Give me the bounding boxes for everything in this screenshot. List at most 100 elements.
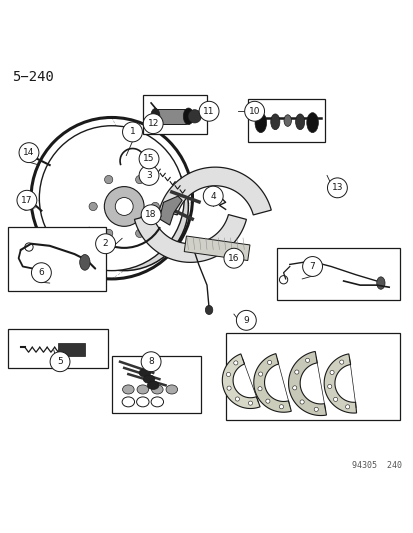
Text: 94305  240: 94305 240	[351, 461, 401, 470]
Ellipse shape	[151, 385, 163, 394]
Text: 6: 6	[38, 268, 44, 277]
Ellipse shape	[139, 369, 150, 377]
Text: 4: 4	[210, 192, 216, 200]
Text: 16: 16	[228, 254, 239, 263]
Polygon shape	[159, 167, 271, 215]
Circle shape	[223, 248, 243, 268]
Circle shape	[292, 386, 296, 390]
Circle shape	[39, 126, 184, 271]
Text: 3: 3	[146, 171, 152, 180]
Circle shape	[226, 386, 230, 390]
Bar	[8, 227, 105, 292]
Circle shape	[17, 190, 37, 210]
Ellipse shape	[295, 114, 304, 130]
Circle shape	[203, 186, 223, 206]
Ellipse shape	[306, 112, 318, 133]
Circle shape	[151, 203, 159, 211]
Bar	[112, 356, 200, 414]
Circle shape	[199, 101, 218, 121]
Polygon shape	[288, 351, 326, 416]
Circle shape	[135, 175, 144, 184]
Circle shape	[329, 370, 333, 375]
Ellipse shape	[166, 385, 177, 394]
Ellipse shape	[147, 381, 159, 390]
Ellipse shape	[143, 375, 154, 383]
Circle shape	[327, 384, 331, 389]
Circle shape	[248, 401, 252, 405]
Bar	[155, 109, 186, 124]
Circle shape	[139, 149, 159, 169]
Circle shape	[95, 234, 115, 254]
Ellipse shape	[150, 108, 159, 124]
Circle shape	[313, 407, 318, 411]
Text: 5: 5	[57, 357, 63, 366]
Ellipse shape	[270, 114, 279, 130]
Circle shape	[279, 405, 283, 409]
Circle shape	[31, 263, 51, 282]
Text: 15: 15	[143, 155, 154, 163]
Ellipse shape	[283, 115, 291, 126]
Circle shape	[339, 360, 343, 364]
Circle shape	[233, 361, 237, 365]
Text: 11: 11	[203, 107, 214, 116]
Ellipse shape	[122, 385, 134, 394]
Circle shape	[139, 165, 159, 185]
Text: 7: 7	[309, 262, 315, 271]
Ellipse shape	[79, 254, 90, 270]
Polygon shape	[253, 353, 291, 412]
Ellipse shape	[137, 385, 148, 394]
Text: 12: 12	[147, 119, 159, 128]
Polygon shape	[222, 354, 259, 408]
Circle shape	[19, 143, 39, 163]
Bar	[142, 95, 206, 134]
Text: 5−240: 5−240	[12, 70, 54, 84]
Text: 8: 8	[148, 357, 154, 366]
Ellipse shape	[254, 112, 266, 133]
Circle shape	[188, 110, 201, 123]
Circle shape	[143, 114, 163, 134]
Circle shape	[299, 400, 304, 404]
Text: 10: 10	[248, 107, 260, 116]
Ellipse shape	[376, 277, 384, 289]
Circle shape	[50, 352, 70, 372]
Circle shape	[345, 405, 349, 409]
Circle shape	[135, 229, 144, 238]
Bar	[225, 333, 399, 419]
Circle shape	[235, 397, 239, 401]
Circle shape	[60, 142, 188, 271]
Circle shape	[302, 256, 322, 277]
Circle shape	[333, 397, 337, 401]
Circle shape	[115, 198, 133, 215]
Bar	[184, 236, 249, 261]
Circle shape	[265, 399, 269, 403]
Bar	[8, 329, 107, 368]
Circle shape	[244, 101, 264, 121]
Text: 13: 13	[331, 183, 342, 192]
Ellipse shape	[183, 108, 193, 125]
Circle shape	[104, 229, 112, 238]
Circle shape	[141, 205, 161, 225]
Circle shape	[236, 310, 256, 330]
Bar	[58, 343, 85, 356]
Circle shape	[258, 372, 262, 376]
Polygon shape	[159, 196, 182, 225]
Text: 17: 17	[21, 196, 33, 205]
Bar	[248, 99, 324, 142]
Circle shape	[89, 203, 97, 211]
Circle shape	[30, 154, 36, 160]
Circle shape	[104, 175, 113, 184]
Circle shape	[327, 178, 347, 198]
Bar	[277, 248, 399, 300]
Circle shape	[267, 360, 271, 365]
Circle shape	[141, 352, 161, 372]
Text: 2: 2	[102, 239, 108, 248]
Circle shape	[23, 204, 28, 210]
Text: 18: 18	[145, 210, 157, 219]
Polygon shape	[134, 215, 246, 262]
Text: 1: 1	[129, 127, 135, 136]
Circle shape	[257, 386, 261, 391]
Circle shape	[226, 373, 230, 376]
Circle shape	[104, 187, 144, 227]
Circle shape	[122, 122, 142, 142]
Circle shape	[305, 358, 309, 362]
